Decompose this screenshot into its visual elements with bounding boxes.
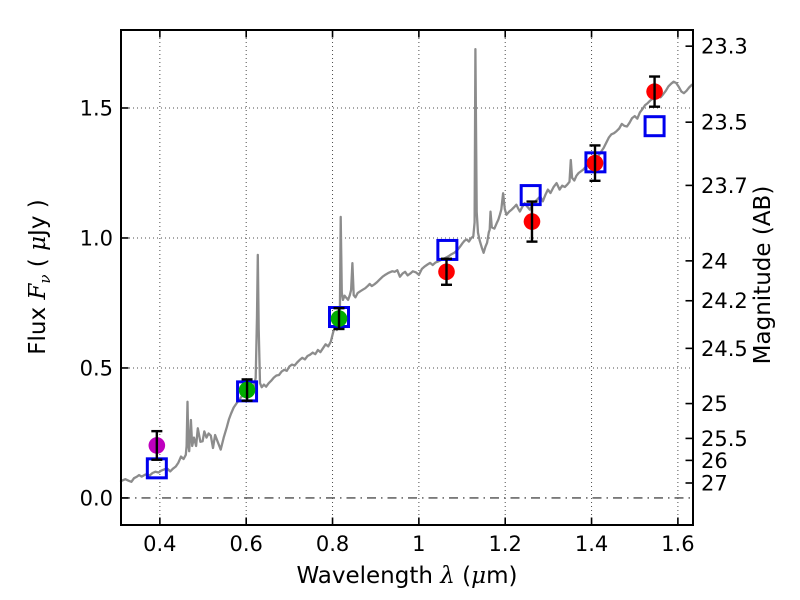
magnitude-tick-label: 26 [701,449,728,473]
model-spectrum-line [119,48,693,483]
plot-frame [120,29,694,526]
x-tick-label: 0.4 [143,532,176,556]
magnitude-tick-label: 25.5 [701,427,748,451]
x-tick-label: 1.4 [575,532,608,556]
magnitude-tick-label: 25 [701,392,728,416]
x-axis-label: Wavelength λ (μm) [297,563,518,589]
grid-lines [121,30,693,525]
x-tick-label: 1.2 [489,532,522,556]
axis-ticks [121,30,693,525]
mu-symbol: μ [471,563,486,589]
x-tick-label: 1 [412,532,425,556]
y-axis-label-magnitude: Magnitude (AB) [750,186,776,365]
data-series [119,48,693,483]
model-photometry-square [643,115,666,138]
flux-label-text: Flux [25,300,51,355]
flux-tick-label: 0.5 [80,356,113,380]
nu-subscript: ν [36,275,54,284]
magnitude-tick-label: 23.3 [701,35,748,59]
x-tick-label: 0.8 [316,532,349,556]
flux-tick-label: 0.0 [80,486,113,510]
magnitude-tick-label: 24 [701,249,728,273]
flux-tick-label: 1.0 [80,226,113,250]
x-axis-label-text: Wavelength [297,563,441,589]
flux-F-symbol: F [25,283,51,301]
model-photometry-square [519,184,542,207]
lambda-symbol: λ [439,563,455,589]
tick-labels: 0.4 0.6 0.8 1 1.2 1.4 1.6 0.0 0.5 1.0 1.5 23.3 23.5 2… [80,35,748,556]
x-tick-label: 0.6 [229,532,262,556]
magnitude-tick-label: 24.5 [701,337,748,361]
magnitude-tick-label: 23.7 [701,174,748,198]
magnitude-tick-label: 24.2 [701,289,748,313]
x-axis-unit-close: m) [486,563,517,589]
flux-unit-close: Jy ) [25,199,51,238]
magnitude-tick-label: 27 [701,472,728,496]
x-axis-unit-open: ( [455,563,471,589]
flux-mu-symbol: μ [25,236,51,251]
magnitude-tick-label: 23.5 [701,111,748,135]
flux-tick-label: 1.5 [80,96,113,120]
y-axis-label-flux: Flux Fν ( μJy ) [25,199,54,354]
x-tick-label: 1.6 [661,532,694,556]
flux-unit-open: ( [25,251,51,275]
